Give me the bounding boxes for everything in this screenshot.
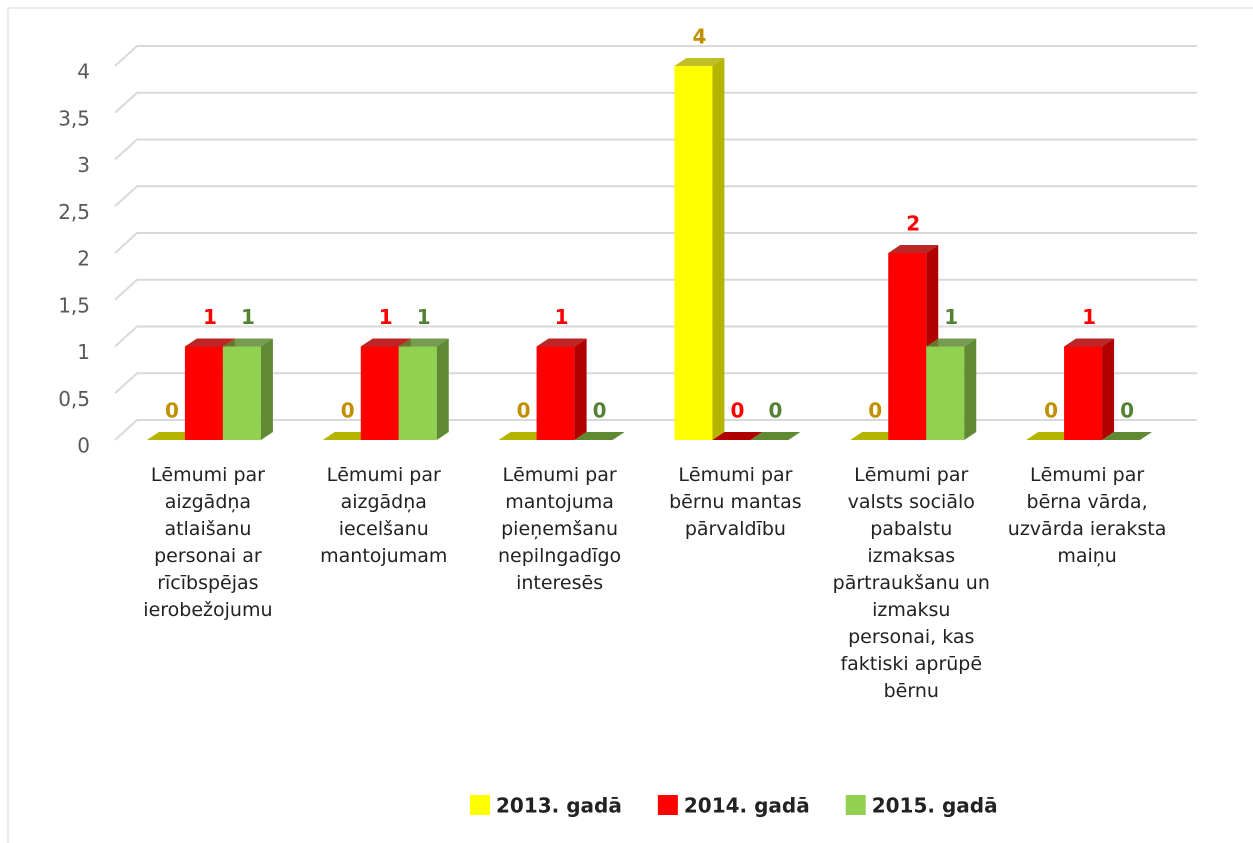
y-tick-label: 0,5 [58,387,90,411]
data-label: 1 [241,305,255,329]
x-tick-label: Lēmumi par bērna vārda, uzvārda ieraksta… [1007,464,1167,567]
bar-front [222,346,261,440]
data-label: 2 [906,212,920,236]
grid-line [114,138,1197,161]
bar-side [436,338,449,440]
bar [674,58,725,440]
bar-side [712,58,725,440]
bar-top [146,432,197,440]
x-tick-label: Lēmumi par aizgādņa atlaišanu personai a… [143,464,273,621]
grid-line [114,278,1197,301]
grid-line [114,185,1197,207]
data-label: 0 [768,399,782,423]
grid-line [114,232,1197,254]
bar-top [184,338,235,347]
data-label: 1 [417,305,431,329]
y-tick-label: 2,5 [58,200,90,224]
bar [574,432,625,440]
bar-top [360,338,411,347]
bar-top [574,432,625,440]
data-label: 1 [1082,305,1096,329]
data-label: 0 [868,399,882,423]
bar-top [1064,338,1115,347]
data-label: 1 [944,305,958,329]
frame [7,7,1253,843]
legend-swatch [845,795,866,815]
y-tick-label: 2 [77,247,90,271]
bar-front [536,346,575,440]
legend-label: 2013. gadā [496,794,622,818]
bar [322,432,373,440]
bar [1026,432,1077,440]
data-label: 1 [203,305,217,329]
bar-top [222,338,273,347]
data-label: 0 [1044,399,1058,423]
bar [1064,338,1115,440]
bar [850,432,901,440]
legend-label: 2014. gadā [684,794,810,818]
bar-top [398,338,449,347]
y-tick-label: 4 [77,60,90,84]
y-tick-label: 0 [77,434,90,458]
grid-line [114,419,1197,441]
legend-swatch [470,795,490,815]
legend-label: 2015. gadā [872,794,998,818]
bar [926,338,977,440]
bar [398,338,449,440]
bar-top [1102,432,1153,440]
data-label: 1 [555,305,569,329]
y-tick-label: 3 [77,153,90,177]
y-tick-label: 1 [77,340,90,364]
bar-front [360,346,399,440]
grid-line [114,372,1197,394]
bar-side [964,338,977,440]
bar-front [1064,346,1103,440]
bar [222,338,273,440]
bar [750,432,801,440]
grid-line [114,91,1197,114]
bar-top [888,245,939,253]
bar-top [926,338,977,347]
bar-front [184,346,223,440]
bar [498,432,549,440]
data-label: 1 [379,305,393,329]
bar-front [398,346,437,440]
bar-top [712,432,763,440]
legend-swatch [657,795,678,815]
bar-front [888,253,927,440]
bar [1102,432,1153,440]
grid-line [114,45,1197,67]
bar-top [674,58,725,66]
x-tick-label: Lēmumi par aizgādņa iecelšanu mantojumam [320,464,448,567]
x-tick-label: Lēmumi par bērnu mantas pārvaldību [669,464,802,540]
bar-front [674,66,713,440]
bar-top [498,432,549,440]
data-label: 0 [593,399,607,423]
bar [536,338,587,440]
data-label: 0 [730,399,744,423]
bar-top [850,432,901,440]
x-tick-label: Lēmumi par valsts sociālo pabalstu izmak… [832,464,990,702]
grid-line [114,325,1197,348]
bar-front [926,346,965,440]
y-tick-label: 1,5 [58,293,90,317]
y-tick-label: 3,5 [58,106,90,130]
bar-side [574,338,587,440]
bar-top [322,432,373,440]
data-label: 0 [517,399,531,423]
data-label: 0 [341,399,355,423]
data-label: 0 [165,399,179,423]
data-label: 0 [1120,399,1134,423]
bar [712,432,763,440]
bar-top [536,338,587,347]
bar-side [1102,338,1115,440]
bar-top [750,432,801,440]
bar-side [260,338,273,440]
bar-top [1026,432,1077,440]
x-tick-label: Lēmumi par mantojuma pieņemšanu nepilnga… [498,464,622,594]
bar [146,432,197,440]
data-label: 4 [692,25,706,49]
